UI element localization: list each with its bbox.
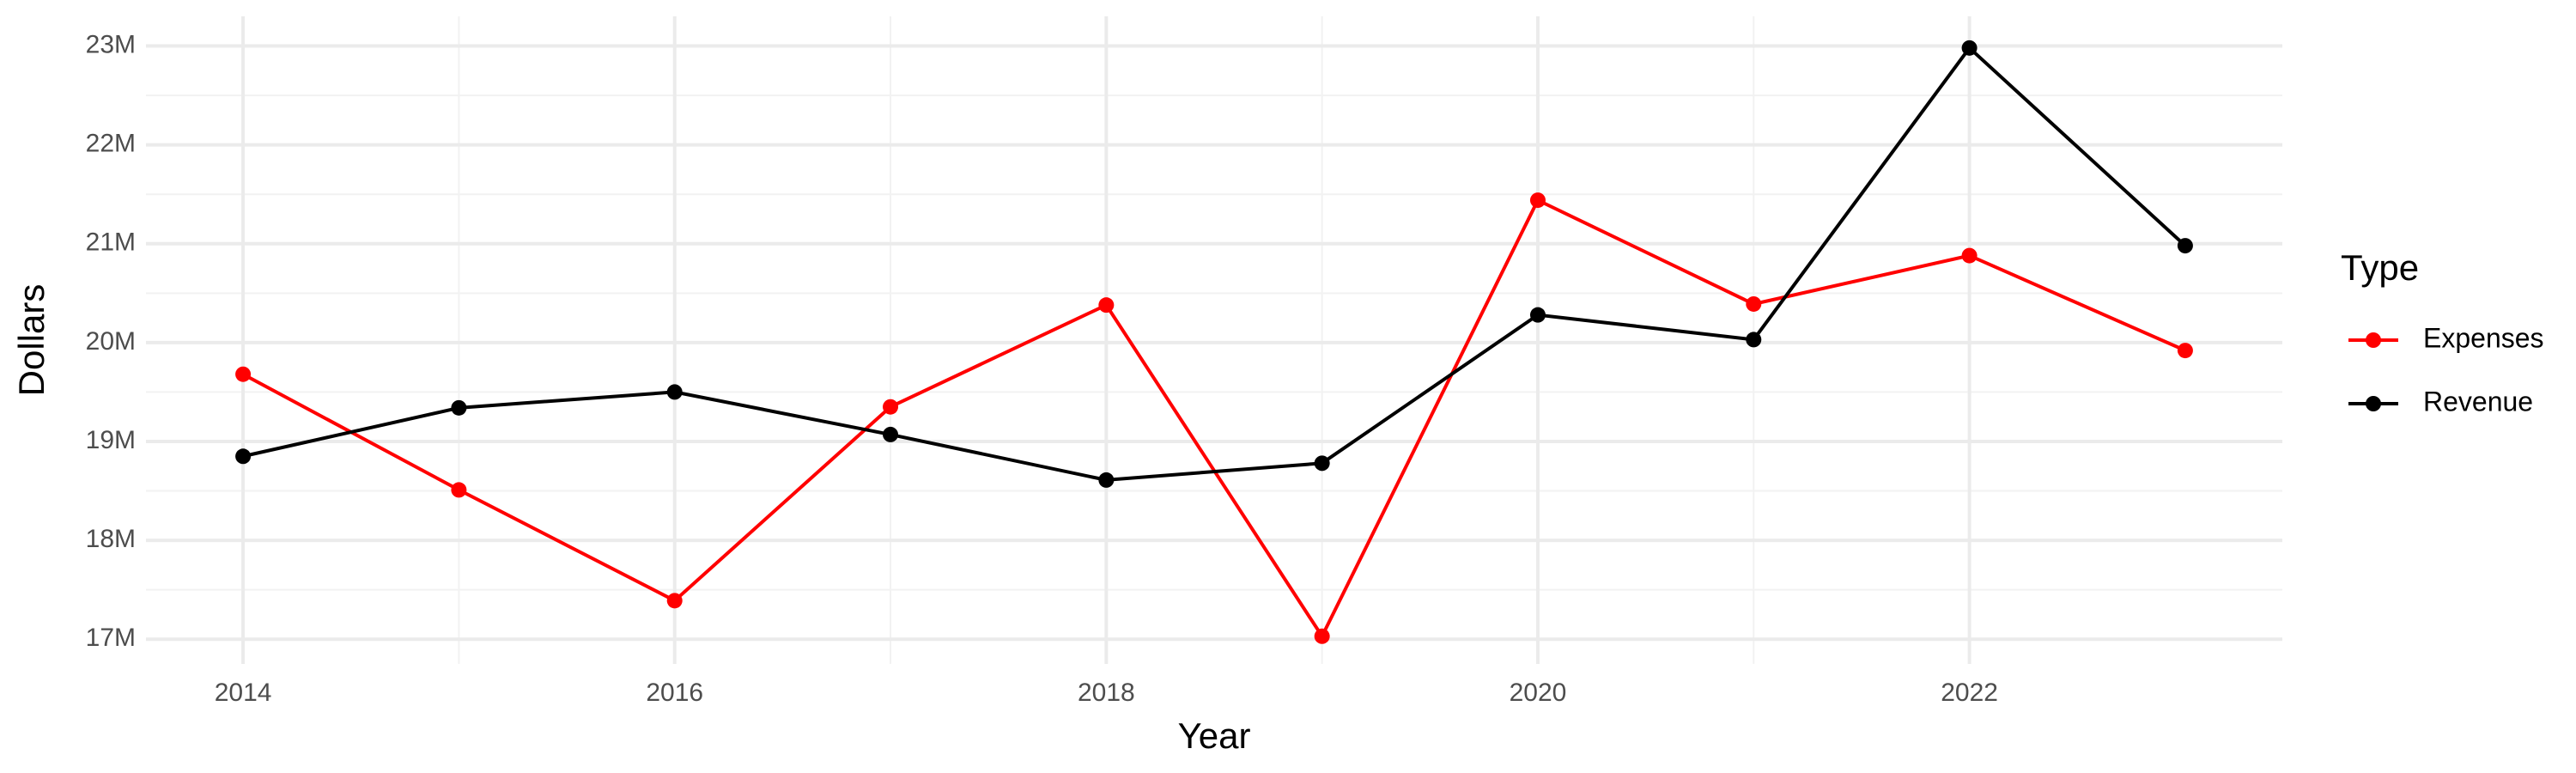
series-line [242, 45, 2187, 482]
data-point [1529, 192, 1546, 209]
y-tick-label: 22M [86, 130, 136, 158]
y-tick-label: 21M [86, 228, 136, 257]
x-tick-label: 2022 [1941, 679, 1998, 707]
x-tick-label: 2018 [1078, 679, 1135, 707]
marks [235, 40, 2193, 644]
data-point [2177, 343, 2193, 359]
data-point [1746, 295, 1762, 312]
series-line [242, 198, 2186, 640]
data-point [1961, 40, 1978, 56]
legend-key-point [2366, 332, 2381, 348]
legend-title: Type [2341, 247, 2419, 288]
data-point [1529, 307, 1546, 323]
legend-key-point [2366, 396, 2381, 411]
legend-label: Revenue [2423, 386, 2533, 417]
x-tick-label: 2014 [215, 679, 272, 707]
x-tick-label: 2020 [1510, 679, 1567, 707]
data-point [1314, 455, 1330, 472]
data-point [666, 384, 683, 400]
grid [146, 16, 2282, 664]
data-point [666, 593, 683, 609]
x-axis-title: Year [1178, 715, 1251, 756]
y-tick-label: 17M [86, 624, 136, 652]
data-point [883, 426, 899, 442]
y-tick-label: 18M [86, 525, 136, 553]
data-point [883, 399, 899, 415]
y-tick-label: 23M [86, 30, 136, 58]
legend-label: Expenses [2423, 322, 2544, 353]
data-point [1746, 332, 1762, 348]
data-point [1314, 628, 1330, 644]
data-point [451, 482, 467, 498]
data-point [1098, 297, 1115, 313]
y-axis-title: Dollars [11, 284, 52, 397]
data-point [235, 366, 252, 382]
x-tick-label: 2016 [646, 679, 703, 707]
y-tick-label: 20M [86, 327, 136, 356]
data-point [2177, 238, 2193, 254]
data-point [235, 448, 252, 465]
data-point [451, 399, 467, 416]
data-point [1961, 247, 1978, 264]
y-tick-label: 19M [86, 426, 136, 454]
data-point [1098, 472, 1115, 488]
